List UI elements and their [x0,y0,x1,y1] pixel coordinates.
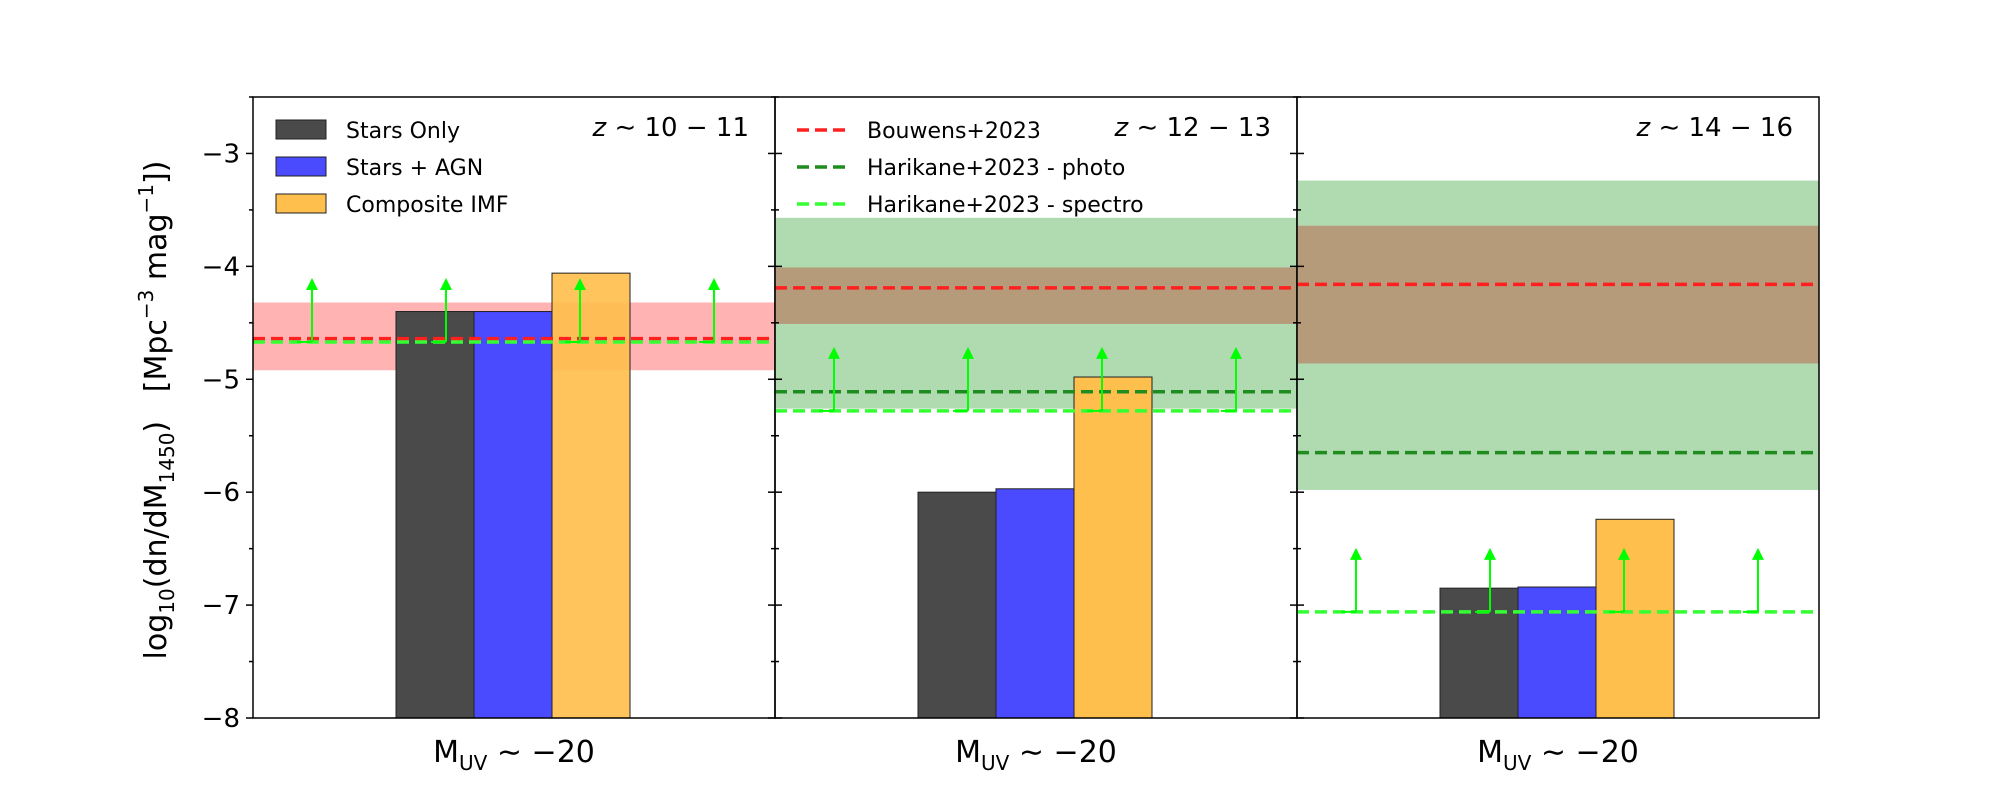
arrow-head [962,346,974,359]
legend-label: Stars + AGN [346,156,483,181]
lower-limit-arrow [953,346,974,412]
legend-entry: Composite IMF [275,193,509,218]
arrow-head [708,278,720,291]
y-tick-label: −4 [202,252,240,282]
legend-label: Harikane+2023 - spectro [867,193,1144,218]
x-label-sub: UV [1503,751,1532,775]
legend-label: Stars Only [346,119,460,144]
y-tick-label: −6 [202,478,240,508]
bar-stars-agn [473,311,553,719]
lower-limit-arrow [1221,346,1242,412]
legend-label: Bouwens+2023 [867,119,1041,144]
panel-frame [1296,96,1820,719]
legend-entry: Harikane+2023 - photo [797,156,1125,181]
redshift-range: ∼ 14 − 16 [1650,113,1793,143]
arrow-head [1350,547,1362,560]
bar-stars-only [395,311,475,719]
y-tick-label: −7 [202,591,240,621]
y-tick-label: −5 [202,365,240,395]
y-tick-label: −3 [202,139,240,169]
lower-limit-arrow [1087,346,1108,412]
x-axis-label: MUV ∼ −20 [1477,735,1639,775]
bar-stars-only [917,491,997,719]
legend-swatch [275,119,327,140]
axis-layer: −8 −7 −6 −5 −4 −3 Stars Only Stars + AGN Composi… [202,119,1144,734]
y-tick-label: −8 [202,704,240,734]
x-label-rest: ∼ −20 [1009,735,1117,770]
redshift-symbol: z [592,113,608,143]
redshift-symbol: z [1636,113,1652,143]
arrow-head [574,278,586,291]
y-axis-label: log10(dn/dM1450) [Mpc−3 mag−1]) [134,161,179,660]
arrow-head [1484,547,1496,560]
legend-entry: Stars Only [275,119,460,144]
bar-stars-agn [995,488,1075,719]
legend-swatch [275,193,327,214]
lower-limit-arrow [431,278,452,344]
arrow-head [440,278,452,291]
lower-limit-arrow [565,278,586,344]
lower-limit-arrow [1341,547,1362,613]
x-axis-label: MUV ∼ −20 [955,735,1117,775]
arrow-head [1096,346,1108,359]
redshift-range: ∼ 10 − 11 [606,113,749,143]
redshift-symbol: z [1114,113,1130,143]
panel-redshift-label: z ∼ 10 − 11 [592,113,749,143]
x-label-rest: ∼ −20 [487,735,595,770]
x-label-rest: ∼ −20 [1531,735,1639,770]
panel-redshift-label: z ∼ 14 − 16 [1636,113,1793,143]
lower-limit-arrow [1743,547,1764,613]
bouwens-band [1297,225,1819,364]
arrow-head [1752,547,1764,560]
bar-composite-imf [551,272,631,719]
legend-entry: Stars + AGN [275,156,483,181]
arrow-head [306,278,318,291]
legend-swatch [275,156,327,177]
x-axis-label: MUV ∼ −20 [433,735,595,775]
bar-stars-agn [1517,586,1597,719]
x-label-sub: UV [981,751,1010,775]
panel-redshift-label: z ∼ 12 − 13 [1114,113,1271,143]
panel-2: z ∼ 12 − 13 MUV ∼ −20 [768,96,1298,775]
bar-composite-imf [1073,376,1153,719]
legend-label: Composite IMF [346,193,509,218]
x-label-main: M [433,735,459,770]
bar-composite-imf [1595,518,1675,719]
lower-limit-arrow [1475,547,1496,613]
lower-limit-arrow [1609,547,1630,613]
lower-limit-arrow [819,346,840,412]
arrow-head [1230,346,1242,359]
redshift-range: ∼ 12 − 13 [1128,113,1271,143]
bar-stars-only [1439,587,1519,719]
legend-entry: Bouwens+2023 [797,119,1041,144]
x-label-main: M [955,735,981,770]
x-label-main: M [1477,735,1503,770]
panel-3: z ∼ 14 − 16 MUV ∼ −20 [1290,96,1820,775]
legend-entry: Harikane+2023 - spectro [797,193,1144,218]
arrow-head [828,346,840,359]
legend-label: Harikane+2023 - photo [867,156,1125,181]
bouwens-band [775,267,1297,324]
arrow-head [1618,547,1630,560]
lower-limit-arrow [297,278,318,344]
lower-limit-arrow [699,278,720,344]
x-label-sub: UV [459,751,488,775]
panel-1: z ∼ 10 − 11 MUV ∼ −20 [246,96,776,775]
